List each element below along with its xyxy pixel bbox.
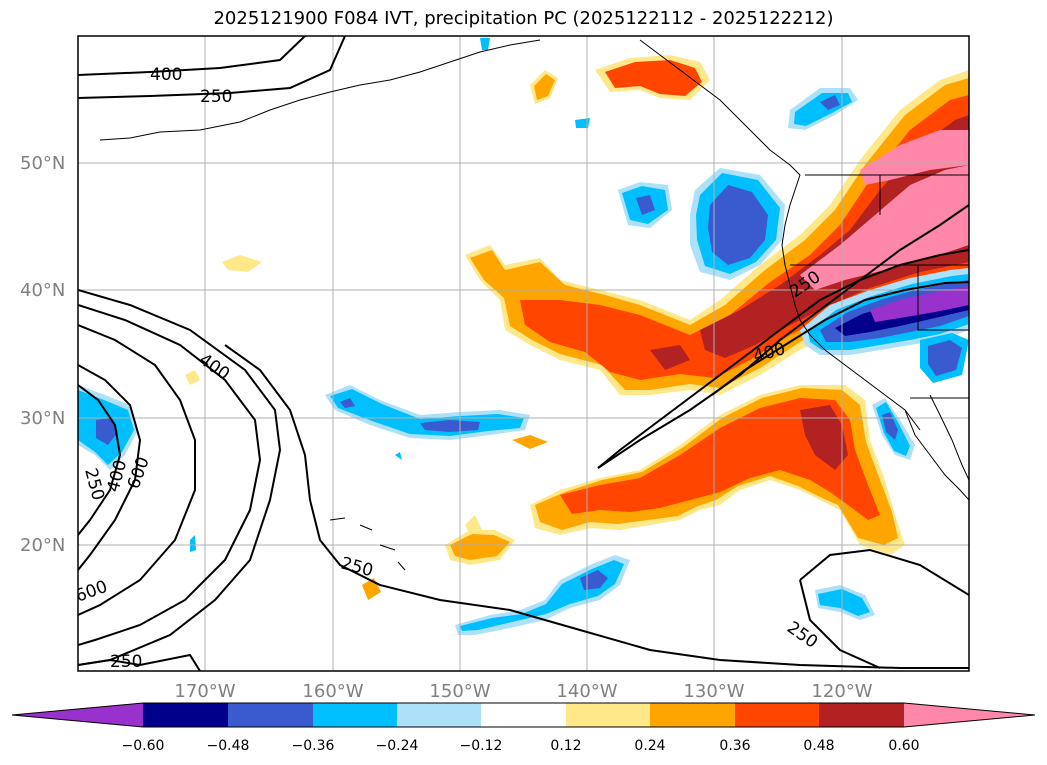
colorbar-tick: 0.36 [719, 738, 750, 754]
california-coast [799, 319, 921, 431]
contour-west-4 [78, 364, 142, 571]
colorbar-seg-7 [650, 703, 735, 727]
speck-2 [575, 118, 590, 128]
contour-central [224, 344, 969, 669]
speck-3 [190, 535, 196, 552]
blob-offshore-small-mid [636, 195, 655, 215]
contour-label: 250 [110, 652, 142, 672]
ar-band-pink-north [860, 130, 969, 185]
contour-400-north [78, 36, 306, 76]
contour-west-2 [78, 304, 262, 646]
contour-ar-400-b [711, 281, 969, 396]
map-frame [77, 35, 970, 672]
contour-250-north [78, 36, 346, 99]
map-title: 2025121900 F084 IVT, precipitation PC (2… [213, 8, 834, 29]
baja-mid [882, 412, 898, 440]
ca-band-purple [870, 286, 969, 322]
baja-coast [904, 409, 969, 501]
colorbar-seg-8 [735, 703, 819, 727]
map-plot-area: 400 250 400 250 600 400 250 250 400 250 … [78, 36, 969, 672]
blob-offshore-mid [708, 185, 768, 265]
lat-label-50n: 50°N [20, 153, 65, 174]
colorbar-tick: −0.24 [376, 738, 419, 754]
colorbar: −0.60 −0.48 −0.36 −0.24 −0.12 0.12 0.24 … [11, 702, 1036, 754]
lon-label-130w: 130°W [683, 681, 744, 702]
colorbar-seg-2 [228, 703, 313, 727]
contour-sw-250 [78, 653, 201, 671]
contour-west-5 [78, 384, 122, 536]
hawaii-islands [329, 517, 406, 571]
cpac-dot [340, 398, 355, 408]
blob-hawaii [465, 515, 482, 535]
lat-label-40n: 40°N [20, 280, 65, 301]
blob-bc-mid [820, 95, 840, 110]
blob-west [222, 255, 262, 272]
lon-label-160w: 160°W [302, 681, 363, 702]
mexico-coast [929, 394, 969, 481]
colorbar-tick: −0.48 [207, 738, 250, 754]
ivt-contours [78, 36, 969, 671]
colorbar-seg-0 [12, 703, 143, 727]
graticule [78, 36, 969, 671]
colorbar-outline [11, 702, 1036, 728]
lon-label-120w: 120°W [811, 681, 872, 702]
lat-label-20n: 20°N [20, 535, 65, 556]
lon-label-170w: 170°W [174, 681, 235, 702]
contour-west-3 [78, 324, 196, 616]
colorbar-seg-1 [143, 703, 228, 727]
ca-blob-small-mid [928, 340, 962, 376]
contour-west-outer [78, 289, 282, 666]
lat-label-30n: 30°N [20, 408, 65, 429]
blob-midpac [512, 435, 548, 449]
colorbar-tick: −0.60 [122, 738, 165, 754]
se-b [818, 589, 870, 616]
alaska-peninsula-coast [99, 39, 541, 141]
blob-alaska-red [605, 60, 702, 96]
speck-4 [395, 452, 402, 460]
contour-label: 400 [150, 65, 182, 85]
contour-ar-400 [597, 249, 969, 469]
colorbar-seg-9 [819, 703, 904, 727]
colorbar-seg-6 [566, 703, 650, 727]
contour-label: 250 [200, 87, 232, 107]
west-mid [96, 418, 118, 445]
colorbar-tick: 0.24 [634, 738, 665, 754]
lon-label-140w: 140°W [556, 681, 617, 702]
contour-se-250-b [799, 579, 881, 669]
subtropical-darkred [800, 405, 848, 470]
lon-label-150w: 150°W [429, 681, 490, 702]
cpac-mid [420, 420, 480, 432]
contour-ar-250 [597, 204, 969, 469]
colorbar-tick: −0.12 [460, 738, 503, 754]
blob-sw [185, 370, 200, 385]
contour-se-250 [799, 548, 969, 596]
speck-1 [480, 38, 490, 50]
colorbar-tick: 0.48 [803, 738, 834, 754]
blob-southcentral-orange [450, 534, 510, 560]
colorbar-tick: −0.36 [292, 738, 335, 754]
colorbar-seg-4 [397, 703, 481, 727]
colorbar-tick: 0.60 [888, 738, 919, 754]
border-nevada [917, 265, 969, 331]
colorbar-seg-3 [313, 703, 397, 727]
colorbar-tick: 0.12 [550, 738, 581, 754]
colorbar-seg-10 [904, 703, 1035, 727]
subtropical-red [560, 398, 880, 520]
bc-wa-coast [781, 174, 801, 321]
coastlines [99, 39, 969, 571]
ar-darkred-blob [650, 345, 690, 370]
colorbar-seg-5 [481, 703, 566, 727]
blob-gulf-orange [534, 74, 555, 100]
alaska-gulf-coast [639, 39, 801, 176]
